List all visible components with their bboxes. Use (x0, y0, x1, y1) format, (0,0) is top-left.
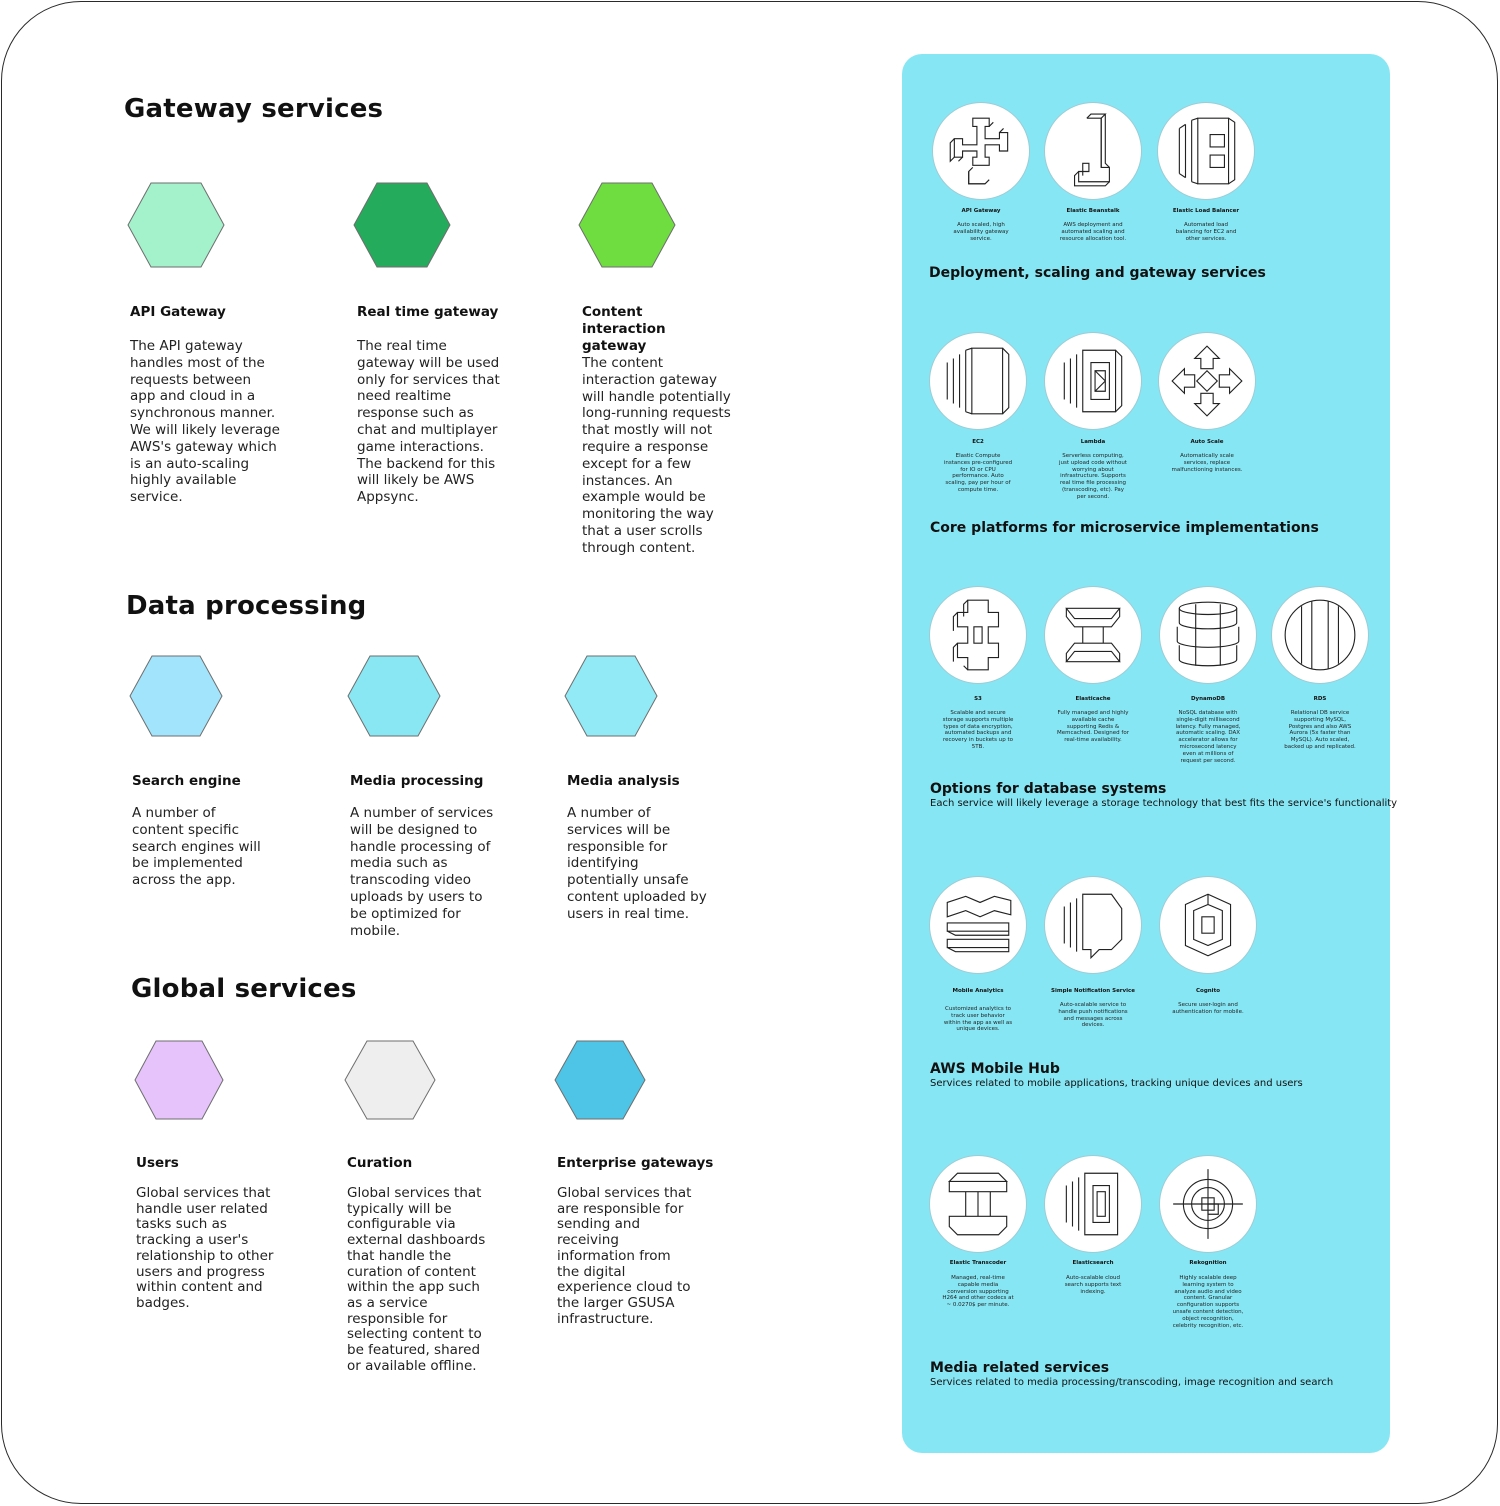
service-name-rekognition: Rekognition (1189, 1260, 1227, 1266)
auto-scale-icon (1158, 332, 1256, 430)
service-name-auto-scale: Auto Scale (1190, 439, 1224, 445)
group-subtitle-media: Services related to media processing/tra… (930, 1377, 1334, 1388)
card-title-curation: Curation (347, 1155, 413, 1171)
card-title-api-gateway: API Gateway (130, 304, 226, 320)
sns-icon (1044, 876, 1142, 974)
s3-icon (929, 586, 1027, 684)
hexagon-fill (564, 655, 658, 737)
card-desc-users: Global services that handle user related… (136, 1185, 274, 1311)
service-name-mobile-analytics: Mobile Analytics (952, 988, 1004, 994)
service-desc-api-gateway: Auto scaled, high availability gateway s… (953, 222, 1009, 242)
service-desc-elastic-beanstalk: AWS deployment and automated scaling and… (1059, 222, 1127, 242)
group-title-deployment: Deployment, scaling and gateway services (929, 265, 1266, 281)
dynamodb-icon (1159, 586, 1257, 684)
hexagon-curation (344, 1040, 436, 1120)
hexagon-content-interaction-gateway (578, 182, 676, 268)
service-desc-elastic-transcoder: Managed, real-time capable media convers… (942, 1275, 1014, 1309)
section-title-data-processing: Data processing (126, 591, 367, 621)
elastic-transcoder-icon (929, 1155, 1027, 1253)
card-title-media-processing: Media processing (350, 773, 484, 789)
hexagon-fill (347, 655, 441, 737)
hexagon-fill (127, 182, 225, 268)
card-desc-media-processing: A number of services will be designed to… (350, 805, 494, 939)
card-desc-curation: Global services that typically will be c… (347, 1185, 486, 1374)
hexagon-enterprise-gateways (554, 1040, 646, 1120)
card-desc-media-analysis: A number of services will be responsible… (567, 805, 707, 922)
card-title-media-analysis: Media analysis (567, 773, 680, 789)
mobile-analytics-icon (929, 876, 1027, 974)
hexagon-search-engine (129, 655, 223, 737)
card-desc-search-engine: A number of content specific search engi… (132, 805, 261, 889)
card-title-enterprise-gateways: Enterprise gateways (557, 1155, 714, 1171)
elasticsearch-icon (1044, 1155, 1142, 1253)
hexagon-fill (344, 1040, 436, 1120)
hexagon-fill (353, 182, 451, 268)
elasticache-icon (1044, 586, 1142, 684)
group-title-database: Options for database systems (930, 781, 1167, 797)
service-desc-elastic-load-balancer: Automated load balancing for EC2 and oth… (1175, 222, 1237, 242)
card-desc-content-interaction-gateway: The content interaction gateway will han… (582, 355, 731, 556)
service-name-elastic-load-balancer: Elastic Load Balancer (1172, 208, 1240, 214)
card-title-users: Users (136, 1155, 179, 1171)
rds-icon (1271, 586, 1369, 684)
service-desc-auto-scale: Automatically scale services, replace ma… (1171, 453, 1243, 473)
service-desc-rekognition: Highly scalable deep learning system to … (1172, 1275, 1244, 1329)
elastic-load-balancer-icon (1157, 102, 1255, 200)
section-title-gateway: Gateway services (124, 94, 384, 124)
service-name-lambda: Lambda (1080, 439, 1106, 445)
service-name-dynamodb: DynamoDB (1190, 696, 1226, 702)
hexagon-fill (134, 1040, 224, 1120)
card-title-real-time-gateway: Real time gateway (357, 304, 499, 320)
service-desc-rds: Relational DB service supporting MySQL, … (1284, 710, 1356, 750)
service-desc-dynamodb: NoSQL database with single-digit millise… (1175, 710, 1241, 764)
service-name-sns: Simple Notification Service (1051, 988, 1135, 994)
lambda-icon (1044, 332, 1142, 430)
hexagon-fill (554, 1040, 646, 1120)
card-title-search-engine: Search engine (132, 773, 241, 789)
card-desc-real-time-gateway: The real time gateway will be used only … (357, 338, 500, 506)
service-name-elasticache: Elasticache (1075, 696, 1111, 702)
service-name-api-gateway: API Gateway (961, 208, 1001, 214)
hexagon-fill (578, 182, 676, 268)
service-desc-elasticache: Fully managed and highly available cache… (1057, 710, 1129, 744)
card-desc-enterprise-gateways: Global services that are responsible for… (557, 1185, 692, 1327)
hexagon-media-analysis (564, 655, 658, 737)
elastic-beanstalk-icon (1044, 102, 1142, 200)
service-desc-s3: Scalable and secure storage supports mul… (942, 710, 1014, 750)
hexagon-media-processing (347, 655, 441, 737)
service-desc-ec2: Elastic Compute instances pre-configured… (943, 453, 1013, 493)
rekognition-icon (1159, 1155, 1257, 1253)
service-name-ec2: EC2 (972, 439, 984, 445)
service-name-s3: S3 (974, 696, 982, 702)
service-name-cognito: Cognito (1196, 988, 1220, 994)
card-desc-api-gateway: The API gateway handles most of the requ… (130, 338, 280, 506)
group-title-media: Media related services (930, 1360, 1110, 1376)
group-title-mobile-hub: AWS Mobile Hub (930, 1061, 1060, 1077)
service-name-rds: RDS (1313, 696, 1327, 702)
group-subtitle-database: Each service will likely leverage a stor… (930, 798, 1398, 809)
hexagon-users (134, 1040, 224, 1120)
service-name-elastic-beanstalk: Elastic Beanstalk (1066, 208, 1120, 214)
service-desc-mobile-analytics: Customized analytics to track user behav… (943, 1006, 1013, 1033)
group-title-core-platforms: Core platforms for microservice implemen… (930, 520, 1319, 536)
hexagon-fill (129, 655, 223, 737)
hexagon-api-gateway (127, 182, 225, 268)
api-gateway-icon (932, 102, 1030, 200)
service-desc-sns: Auto-scalable service to handle push not… (1058, 1002, 1128, 1029)
cognito-icon (1159, 876, 1257, 974)
group-subtitle-mobile-hub: Services related to mobile applications,… (930, 1078, 1303, 1089)
section-title-global-services: Global services (131, 974, 357, 1004)
service-name-elastic-transcoder: Elastic Transcoder (949, 1260, 1007, 1266)
card-title-content-interaction-gateway: Content interaction gateway (582, 304, 666, 354)
service-desc-elasticsearch: Auto-scalable cloud search supports text… (1064, 1275, 1122, 1295)
service-name-elasticsearch: Elasticsearch (1072, 1260, 1114, 1266)
service-desc-lambda: Serverless computing, just upload code w… (1059, 453, 1127, 500)
hexagon-real-time-gateway (353, 182, 451, 268)
ec2-icon (929, 332, 1027, 430)
service-desc-cognito: Secure user-login and authentication for… (1172, 1002, 1244, 1015)
